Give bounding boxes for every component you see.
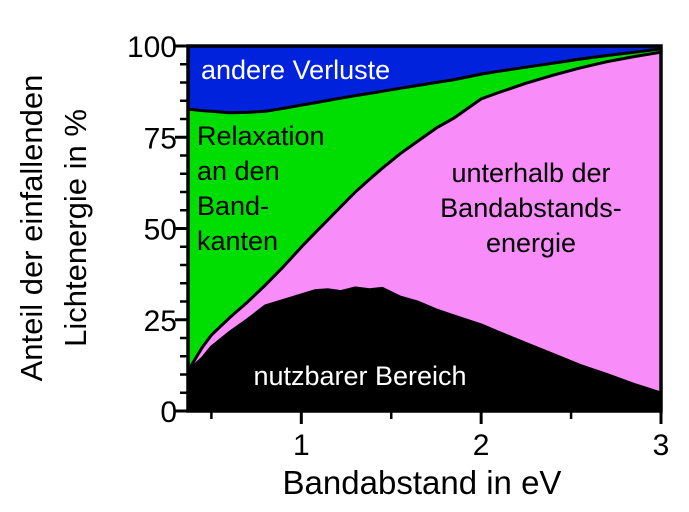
- y-tick-label: 50: [144, 214, 177, 247]
- y-tick-label: 100: [127, 31, 177, 64]
- label-nutzbarer-bereich: nutzbarer Bereich: [253, 361, 466, 391]
- boundary-relaxation-an-den-bandkanten: [187, 47, 662, 115]
- boundary-unterhalb-der-bandabstandsenergie: [186, 50, 662, 372]
- axis-ticks: [175, 44, 663, 424]
- plot-border: [186, 44, 663, 413]
- y-tick-label: 25: [144, 305, 177, 338]
- x-axis-title: Bandabstand in eV: [283, 464, 562, 501]
- label-relaxation-line1: Relaxation: [197, 121, 325, 151]
- y-tick-label: 0: [160, 396, 177, 429]
- label-relaxation-line3: Band-: [197, 191, 269, 221]
- y-tick-label: 75: [144, 122, 177, 155]
- axis-tick-labels: 1 2 3 0 25 50 75 100: [127, 31, 669, 462]
- label-relaxation-line4: kanten: [197, 226, 278, 256]
- label-andere-verluste: andere Verluste: [201, 55, 390, 85]
- x-tick-label: 1: [293, 429, 310, 462]
- label-relaxation-line2: an den: [197, 156, 280, 186]
- y-axis-title-line2: Lichtenergie in %: [58, 109, 93, 347]
- label-unterhalb-line3: energie: [486, 228, 576, 258]
- x-tick-label: 3: [653, 429, 670, 462]
- label-unterhalb-line1: unterhalb der: [451, 158, 610, 188]
- label-unterhalb-line2: Bandabstands-: [440, 193, 622, 223]
- area-layers: [186, 46, 662, 412]
- y-axis-title-line1: Anteil der einfallenden: [14, 75, 49, 382]
- area-nutzbarer-bereich: [188, 288, 661, 411]
- x-tick-label: 2: [473, 429, 490, 462]
- boundary-nutzbarer-bereich: [187, 286, 662, 395]
